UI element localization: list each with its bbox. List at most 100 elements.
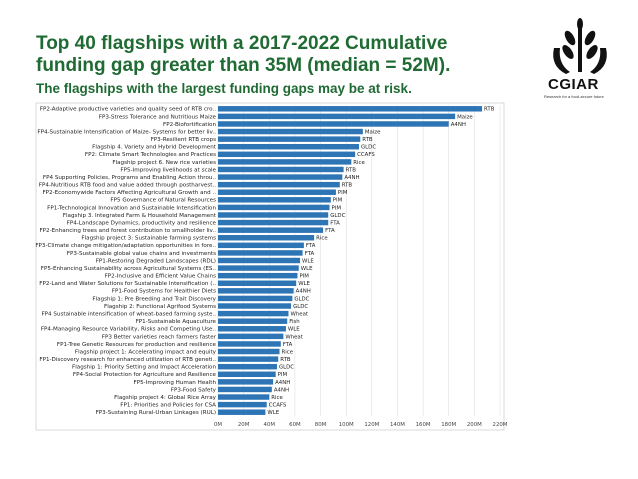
bar: [218, 280, 297, 286]
title-line-2: funding gap greater than 35M (median = 5…: [36, 55, 451, 76]
category-label: Flagship 1: Pre Breeding and Trait Disco…: [92, 296, 216, 302]
x-tick-label: 100M: [339, 422, 354, 428]
category-label: FP2-Land and Water Solutions for Sustain…: [39, 281, 216, 287]
category-label: FP3-Climate change mitigation/adaptation…: [35, 243, 216, 249]
category-label: FP4 Supporting Policies, Programs and En…: [43, 175, 216, 181]
category-label: Flagship 3. Integrated Farm & Household …: [63, 213, 217, 219]
x-tick-label: 80M: [315, 422, 327, 428]
category-label: FP3-Resilient RTB crops: [151, 137, 217, 143]
category-label: FP1-Tree Genetic Resources for productio…: [57, 342, 217, 348]
bar: [218, 265, 299, 271]
bar-data-label: A4NH: [344, 175, 359, 181]
bar-data-label: Wheat: [291, 311, 308, 317]
x-tick-label: 140M: [390, 422, 405, 428]
bar-data-label: Rice: [271, 395, 283, 401]
bar-data-label: FTA: [330, 220, 340, 226]
bar: [218, 333, 284, 340]
bar: [218, 303, 292, 309]
bar: [218, 371, 276, 378]
bar-data-label: A4NH: [275, 380, 290, 386]
bar: [218, 310, 289, 317]
category-label: FP5 Governance of Natural Resources: [110, 198, 216, 204]
bar: [218, 394, 270, 400]
category-label: FP4 Sustainable intensification of wheat…: [41, 311, 216, 317]
category-label: FP1-Food Systems for Healthier Diets: [112, 289, 216, 295]
bar-data-label: RTB: [484, 107, 495, 113]
x-tick-label: 40M: [264, 422, 276, 428]
bar-data-label: GLDC: [293, 304, 308, 310]
category-label: Flagship project 1: Accelerating impact …: [75, 349, 217, 355]
cgiar-wheat-logo-icon: [553, 18, 607, 74]
x-tick-label: 60M: [289, 422, 301, 428]
category-label: FP3 Better varieties reach farmers faste…: [102, 334, 217, 340]
bar: [218, 401, 267, 408]
category-label: FP4-Landscape Dynamics, productivity and…: [67, 220, 217, 226]
bar-data-label: WLE: [298, 281, 310, 287]
category-label: FP3-Food Safety: [171, 387, 217, 393]
bar-data-label: GLDC: [330, 213, 345, 219]
bar: [218, 166, 344, 173]
bar-data-label: Maize: [457, 114, 473, 120]
bar: [218, 204, 330, 211]
bar-data-label: GLDC: [294, 296, 309, 302]
bar: [218, 189, 336, 195]
bar-data-label: RTB: [342, 183, 353, 189]
bar: [218, 288, 294, 294]
bar: [218, 379, 274, 385]
bar-data-label: WLE: [288, 327, 300, 333]
category-label: FP4-Sustainable Intensification of Maize…: [37, 129, 216, 135]
bar-data-label: Rice: [282, 349, 294, 355]
x-tick-label: 220M: [493, 422, 508, 428]
category-label: FP4-Managing Resource Variability, Risks…: [41, 327, 216, 333]
category-label: FP2-Biofortification: [163, 122, 216, 128]
category-label: Flagship 4. Variety and Hybrid Developme…: [92, 145, 217, 151]
bar-data-label: Rice: [353, 160, 365, 166]
bar-data-label: Wheat: [285, 334, 302, 340]
title-line-1: Top 40 flagships with a 2017-2022 Cumula…: [36, 33, 448, 54]
category-label: FP2-Enhancing trees and forest contribut…: [39, 228, 216, 234]
bar: [218, 272, 298, 279]
bar-data-label: WLE: [267, 410, 279, 416]
category-label: FP1-Sustainable Aquaculture: [136, 319, 217, 325]
bar-data-label: FTA: [325, 228, 335, 234]
category-label: FP2-Economywide Factors Affecting Agricu…: [42, 190, 216, 196]
category-label: FP2-Adaptive productive varieties and qu…: [40, 107, 216, 113]
category-label: FP5-Improving Human Health: [134, 380, 217, 386]
category-label: FP5-Enhancing Sustainability across Agri…: [41, 266, 216, 272]
bar-data-label: CCAFS: [269, 403, 287, 409]
bar-data-label: GLDC: [279, 365, 294, 371]
category-label: Flagship 1: Priority Setting and Impact …: [72, 365, 216, 371]
bar: [218, 113, 456, 120]
category-label: FP1-Restoring Degraded Landscapes (RDL): [96, 258, 216, 264]
category-label: Flagship project 6. New rice varieties: [112, 160, 216, 166]
category-label: FP1-Discovery research for enhanced util…: [39, 357, 216, 363]
bar: [218, 227, 324, 233]
bar: [218, 356, 279, 362]
bar: [218, 363, 277, 370]
bar-data-label: RTB: [362, 137, 373, 143]
bar: [218, 326, 286, 332]
category-label: FP3-Sustainable global value chains and …: [67, 251, 216, 257]
bar: [218, 136, 361, 142]
category-label: FP3-Sustaining Rural-Urban Linkages (RUL…: [96, 410, 216, 416]
bar: [218, 250, 303, 256]
bar: [218, 121, 449, 127]
bar-data-label: FTA: [305, 251, 315, 257]
bar: [218, 151, 356, 158]
category-label: FP3-Stress Tolerance and Nutritious Maiz…: [99, 114, 217, 120]
bar: [218, 159, 352, 165]
category-label: FP2: Climate Smart Technologies and Prac…: [85, 152, 216, 158]
bar: [218, 197, 331, 203]
x-tick-label: 0M: [214, 422, 222, 428]
bar-data-label: WLE: [302, 258, 314, 264]
bar: [218, 257, 301, 264]
bar: [218, 386, 272, 393]
category-label: FP1-Technological Innovation and Sustain…: [47, 205, 216, 211]
x-tick-label: 200M: [467, 422, 482, 428]
bar-data-label: Maize: [365, 129, 381, 135]
bar: [218, 212, 329, 218]
category-label: FP4-Social Protection for Agriculture an…: [73, 372, 217, 378]
bar: [218, 295, 293, 302]
bar: [218, 181, 340, 188]
bar: [218, 128, 363, 135]
